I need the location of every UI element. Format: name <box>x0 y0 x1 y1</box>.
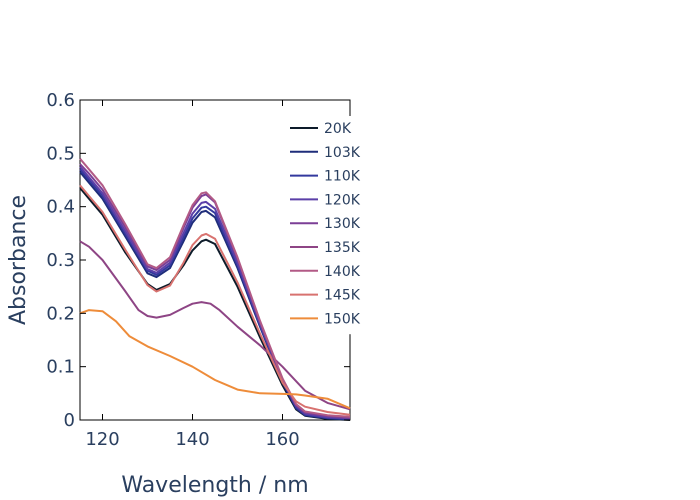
legend-item-145k[interactable]: 145K <box>290 288 361 304</box>
series-line-150k <box>79 309 351 410</box>
legend-label: 120K <box>324 192 361 208</box>
legend-label: 145K <box>324 288 361 304</box>
y-tick-label: 0 <box>64 410 75 431</box>
series-layer <box>79 158 351 421</box>
y-tick-label: 0.3 <box>46 250 75 271</box>
y-tick-label: 0.1 <box>46 357 75 378</box>
legend-item-110k[interactable]: 110K <box>290 169 361 185</box>
legend-label: 135K <box>324 240 361 256</box>
legend-item-20k[interactable]: 20K <box>290 121 352 137</box>
y-tick-label: 0.2 <box>46 303 75 324</box>
y-tick-label: 0.4 <box>46 197 75 218</box>
x-tick-label: 160 <box>265 429 299 450</box>
legend-label: 150K <box>324 311 361 327</box>
legend-item-150k[interactable]: 150K <box>290 311 361 327</box>
legend-item-140k[interactable]: 140K <box>290 264 361 280</box>
axes-layer: 120 140 160 0 0.1 0.2 0.3 0.4 0.5 0.6 <box>46 90 350 450</box>
legend[interactable]: 20K 103K 110K 120K 130K 135K 140K 145K 150K <box>287 116 369 335</box>
series-line-145k <box>79 184 351 416</box>
x-axis-title: Wavelength / nm <box>121 473 308 498</box>
series-line-135k <box>79 240 351 411</box>
legend-label: 20K <box>324 121 352 137</box>
x-tick-label: 140 <box>175 429 209 450</box>
legend-item-130k[interactable]: 130K <box>290 216 361 232</box>
legend-label: 140K <box>324 264 361 280</box>
x-tick-label: 120 <box>85 429 119 450</box>
y-tick-label: 0.5 <box>46 143 75 164</box>
series-line-140k <box>79 158 351 418</box>
legend-item-103k[interactable]: 103K <box>290 145 361 161</box>
legend-label: 130K <box>324 216 361 232</box>
legend-item-120k[interactable]: 120K <box>290 192 361 208</box>
legend-item-135k[interactable]: 135K <box>290 240 361 256</box>
y-axis-title: Absorbance <box>6 195 31 325</box>
y-tick-label: 0.6 <box>46 90 75 111</box>
legend-label: 110K <box>324 169 361 185</box>
legend-label: 103K <box>324 145 361 161</box>
